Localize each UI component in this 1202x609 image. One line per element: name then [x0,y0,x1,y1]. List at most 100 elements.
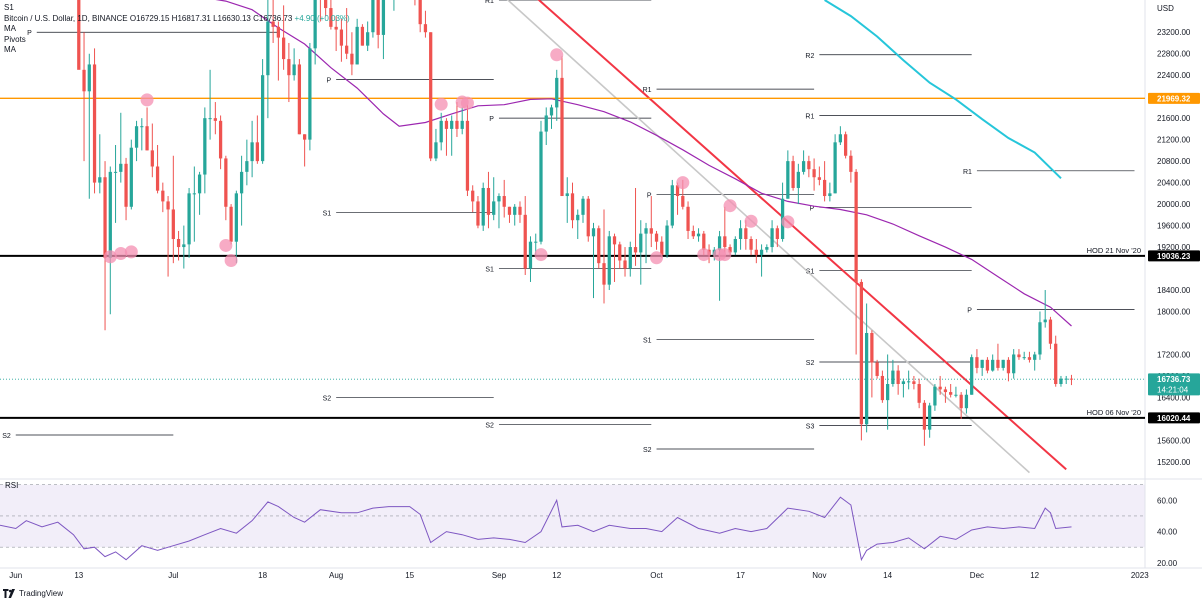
candle-up [250,120,254,178]
candle-body [875,362,879,376]
indicator-ma-2[interactable]: MA [4,45,16,54]
candle-body [770,228,774,248]
highlight-marker [781,215,795,229]
candle-down [176,230,181,261]
candle-body [465,120,470,191]
candle-body [859,281,864,425]
candle-body [423,24,428,33]
candle-body [654,233,659,242]
candle-up [838,126,842,146]
candle-down [166,196,170,277]
candle-down [82,32,86,162]
candle-body [98,177,102,183]
candle-up [1038,311,1042,360]
candle-up [434,128,438,162]
candle-up [292,48,296,81]
candle-body [239,171,244,194]
candle-down [1069,374,1074,386]
pivot-label: R2 [805,53,814,60]
candle-down [675,182,680,215]
candle-body [192,193,196,195]
candle-body [376,0,380,35]
candle-up [1059,375,1063,387]
candle-up [576,209,580,239]
price-tag-bg [1148,412,1200,424]
candle-up [733,236,737,256]
candle-up [87,53,91,199]
candle-down [691,225,695,239]
candle-body [744,228,748,239]
candle-up [980,359,984,376]
price-tick-label: 18400.00 [1157,286,1191,295]
candle-up [886,354,890,430]
price-tick-label: 20000.00 [1157,200,1191,209]
candle-up [539,120,543,245]
pivot-label: S2 [485,422,494,429]
candle-body [229,206,233,242]
candle-body [602,263,606,285]
candle-body [754,249,758,256]
time-tick-label: 14 [883,571,892,580]
candle-down [917,378,921,409]
highlight-marker [114,247,128,261]
price-tag-countdown: 14:21:04 [1157,385,1189,394]
candle-body [129,147,133,207]
candle-up [182,225,186,269]
candle-body [775,228,779,239]
symbol-title: Bitcoin / U.S. Dollar, 1D, BINANCE [4,13,128,23]
candle-body [108,171,112,258]
candle-down [849,150,853,183]
candle-up [828,182,832,202]
time-tick-label: Jun [9,571,22,580]
candle-down [975,349,979,374]
candle-down [985,357,990,374]
candle-down [943,386,948,403]
candle-body [481,187,485,226]
candle-body [355,26,359,65]
price-tick-label: 19600.00 [1157,222,1191,231]
candle-body [1012,354,1016,374]
candle-body [849,155,853,172]
candle-down [103,161,107,331]
time-tick-label: 18 [258,571,267,580]
candle-body [670,185,674,226]
candle-body [791,161,795,188]
candle-up [108,166,112,315]
candle-down [949,384,953,398]
candle-body [324,0,328,9]
candle-up [355,18,359,65]
candle-down [686,201,690,239]
candle-body [681,196,685,207]
candle-body [854,171,858,282]
indicator-pivots[interactable]: Pivots [4,34,26,44]
highlight-marker [723,199,737,213]
candle-body [434,142,438,159]
candle-down [507,206,512,223]
candle-down [423,10,428,38]
pivot-label: P [326,77,331,84]
time-tick-label: 15 [405,571,414,580]
candle-body [281,37,286,60]
indicator-ma-1[interactable]: MA [4,24,16,33]
footer-branding[interactable]: TradingView [3,589,63,598]
candle-down [255,115,259,164]
candle-up [644,222,648,264]
candle-body [92,64,97,183]
candle-up [98,134,102,194]
candle-body [1001,359,1005,368]
candle-body [308,48,312,140]
candle-body [597,228,601,264]
candle-body [991,359,995,371]
candle-down [418,0,422,33]
close-value: C16736.73 [253,13,293,23]
candle-body [166,201,170,210]
candle-down [287,42,291,103]
candle-up [907,370,911,390]
candle-up [129,139,133,210]
price-tick-label: 18000.00 [1157,308,1191,317]
candle-up [565,177,569,223]
candle-up [497,193,501,229]
price-tick-label: 23200.00 [1157,28,1191,37]
